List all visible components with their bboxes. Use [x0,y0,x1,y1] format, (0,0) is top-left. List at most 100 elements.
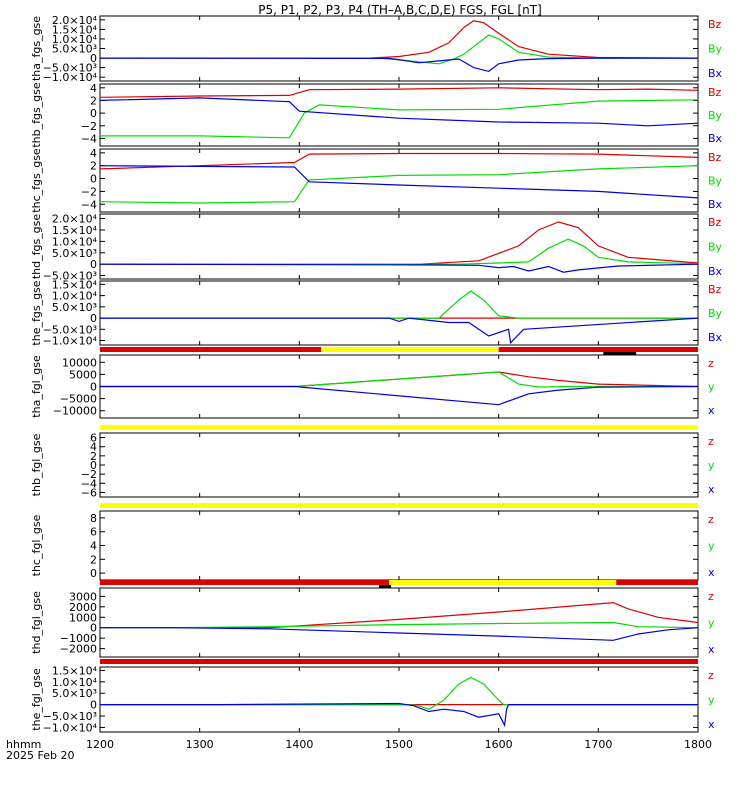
legend-entry: x [708,566,715,579]
y-tick-label: 2.0×10⁴ [52,213,98,226]
series-line-x [100,702,698,728]
status-bar-b [100,425,698,430]
legend-entry: By [708,175,723,188]
y-tick-label: 2 [90,553,97,566]
legend-entry: By [708,241,723,254]
legend-entry: x [708,483,715,496]
y-tick-label: −4 [81,198,97,211]
y-tick-label: 0 [90,622,97,635]
series-line-By [100,99,699,139]
panel-frame [99,213,699,280]
plot-title: P5, P1, P2, P3, P4 (TH–A,B,C,D,E) FGS, F… [258,3,542,17]
series-line-x [100,627,699,641]
y-tick-label: 4 [90,540,97,553]
y-tick-label: 2.0×10⁴ [52,14,98,27]
status-segment [100,503,698,508]
series-line-By [100,290,698,319]
y-tick-label: 2 [90,160,97,173]
panel-tha_fgs_gse: 2.0×10⁴1.5×10⁴1.0×10⁴5.0×10³0−5.0×10³−1.… [30,14,723,84]
y-tick-label: 3000 [69,590,97,603]
y-tick-label: 8 [90,512,97,525]
legend-entry: y [708,540,715,553]
legend-entry: Bz [708,151,722,164]
panel-frame [99,15,699,82]
legend-entry: z [708,669,714,682]
panel-the_fgs_gse: 1.5×10⁴1.0×10⁴5.0×10³0−5.0×10³−1.0×10⁴th… [30,278,723,347]
legend-entry: Bx [708,331,723,344]
x-tick-label: 1400 [285,738,313,751]
y-tick-label: −2000 [60,643,97,656]
y-tick-label: 1.5×10⁴ [52,224,98,237]
y-tick-label: 5.0×10³ [52,687,97,700]
y-tick-label: 0 [90,258,97,271]
y-tick-label: −5000 [60,393,97,406]
status-mark [379,585,392,588]
x-axis: 1200 1300 1400 1500 1600 1700 1800 [86,738,712,751]
x-tick-label: 1200 [86,738,114,751]
series-line-y [100,621,699,629]
panel-thd_fgs_gse: 2.0×10⁴1.5×10⁴1.0×10⁴5.0×10³0−5.0×10³thd… [30,213,723,283]
y-tick-label: −2 [81,120,97,133]
legend-entry: x [708,718,715,731]
footer-date: 2025 Feb 20 [6,749,74,762]
y-tick-label: 0 [90,52,97,65]
legend-entry: Bz [708,86,722,99]
status-segment [321,347,499,352]
y-tick-label: −5.0×10³ [43,323,97,336]
y-tick-label: 5.0×10³ [52,43,97,56]
panel-ylabel: the_fgl_gse [30,668,43,731]
y-tick-label: −1.0×10⁴ [43,335,98,348]
panel-frame [99,510,699,581]
legend-entry: z [708,513,714,526]
panel-ylabel: thb_fgl_gse [30,433,43,496]
y-tick-label: 5000 [69,368,97,381]
series-line-Bx [100,317,699,345]
legend-entry: Bz [708,216,722,229]
legend-entry: y [708,459,715,472]
y-tick-label: 5.0×10³ [52,247,97,260]
status-segment [389,580,617,585]
status-bar-e [100,659,698,664]
series-line-Bz [100,221,699,265]
x-tick-label: 1600 [485,738,513,751]
y-tick-label: 4 [90,147,97,160]
y-tick-label: −1.0×10⁴ [43,71,98,84]
legend-entry: Bx [708,132,723,145]
panel-frame [99,83,699,147]
status-segment [498,347,698,352]
status-segment [100,580,390,585]
panel-ylabel: the_fgs_gse [30,280,43,345]
legend-entry: z [708,357,714,370]
status-bars-group [100,347,698,664]
series-line-By [100,238,699,265]
legend-entry: Bx [708,265,723,278]
series-line-x [100,385,699,406]
legend-entry: x [708,404,715,417]
status-segment [100,425,698,430]
y-tick-label: −5.0×10³ [43,62,97,75]
panel-ylabel: thb_fgs_gse [30,82,43,148]
legend-entry: By [708,43,723,56]
status-segment [100,659,698,664]
y-tick-label: 5.0×10³ [52,301,97,314]
status-mark [603,352,637,355]
y-tick-label: −1.0×10⁴ [43,721,98,734]
y-tick-label: 1.0×10⁴ [52,676,98,689]
y-tick-label: 2 [90,94,97,107]
y-tick-label: 4 [90,82,97,95]
series-line-Bz [100,20,699,59]
panel-ylabel: thc_fgs_gse [30,148,43,213]
panel-the_fgl_gse: 1.5×10⁴1.0×10⁴5.0×10³0−5.0×10³−1.0×10⁴th… [30,664,715,734]
y-tick-label: 0 [90,381,97,394]
y-tick-label: −1000 [60,632,97,645]
panel-thc_fgs_gse: 420−2−4 thc_fgs_gse Bz By Bx [30,147,723,213]
y-tick-label: 1.0×10⁴ [52,235,98,248]
legend-entry: Bx [708,198,723,211]
y-tick-label: 0 [90,459,97,472]
legend-entry: Bz [708,18,722,31]
legend-entry: By [708,109,723,122]
y-tick-label: −2 [81,185,97,198]
